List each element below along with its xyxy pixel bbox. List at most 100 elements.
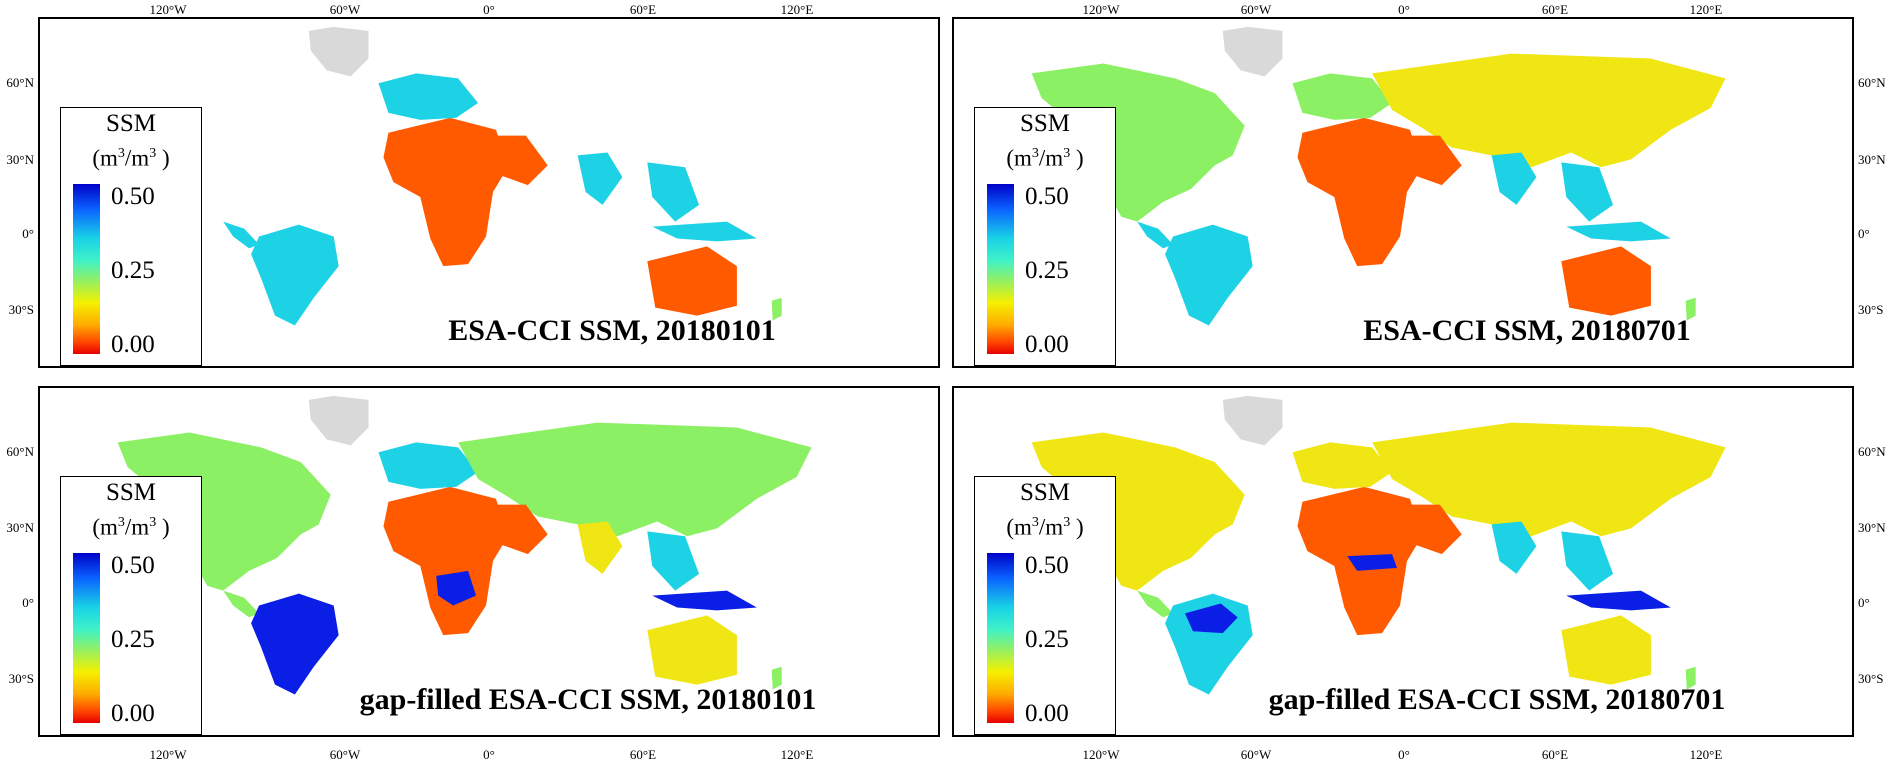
- tick-top-right-120e: 120°E: [1689, 2, 1723, 17]
- tick-bottom-right-60w: 60°W: [1240, 747, 1272, 762]
- legend-min-label: 0.00: [111, 331, 155, 358]
- tick-bottom-right-0: 0°: [1398, 747, 1410, 762]
- landmass-north-america: [1031, 63, 1245, 222]
- landmass-arabia: [1403, 135, 1462, 186]
- tick-left-bottom-30n: 30°N: [6, 520, 34, 535]
- tick-right-bottom-60n: 60°N: [1858, 444, 1886, 459]
- sahel-wet-band: [1347, 554, 1398, 571]
- legend-mid-label: 0.25: [1025, 257, 1069, 284]
- landmass-greenland: [1222, 395, 1283, 446]
- legend-unit: (m3/m3 ): [92, 145, 170, 171]
- landmass-africa: [383, 117, 508, 267]
- legend-unit: (m3/m3 ): [92, 514, 170, 540]
- landmass-africa: [1297, 117, 1422, 267]
- landmass-europe: [378, 442, 479, 489]
- legend-mid-label: 0.25: [111, 626, 155, 653]
- soil-moisture-map: [1031, 395, 1726, 695]
- legend-title: SSM: [1019, 479, 1071, 506]
- tick-right-top-30n: 30°N: [1858, 152, 1886, 167]
- landmass-central-america: [1137, 590, 1174, 618]
- tick-bottom-right-120e: 120°E: [1689, 747, 1723, 762]
- landmass-central-america: [223, 221, 260, 249]
- map-panel-esa-cci-20180701: SSM (m3/m3 ) 0.50 0.25 0.00 ESA-CCI SSM,…: [952, 17, 1854, 368]
- landmass-greenland: [1222, 26, 1283, 77]
- colorbar-gradient: [987, 184, 1014, 354]
- panel-title: ESA-CCI SSM, 20180101: [448, 314, 776, 347]
- landmass-north-america: [1031, 432, 1245, 591]
- legend-max-label: 0.50: [111, 183, 155, 210]
- legend-title: SSM: [1019, 110, 1071, 137]
- map-panel-gap-filled-20180701: SSM (m3/m3 ) 0.50 0.25 0.00 gap-filled E…: [952, 386, 1854, 737]
- landmass-new-zealand: [1685, 297, 1696, 321]
- landmass-se-asia: [647, 531, 700, 591]
- landmass-europe: [378, 73, 479, 120]
- amazon-wet-core: [1184, 603, 1238, 634]
- colorbar-legend: SSM (m3/m3 ) 0.50 0.25 0.00: [974, 476, 1116, 735]
- landmass-australia: [1561, 246, 1651, 316]
- landmass-europe: [1292, 73, 1393, 120]
- legend-max-label: 0.50: [1025, 183, 1069, 210]
- colorbar-gradient: [73, 553, 100, 723]
- tick-top-right-120w: 120°W: [1082, 2, 1120, 17]
- tick-left-top-0: 0°: [22, 226, 34, 241]
- legend-mid-label: 0.25: [1025, 626, 1069, 653]
- legend-min-label: 0.00: [111, 700, 155, 727]
- landmass-south-america: [1165, 224, 1253, 326]
- tick-left-top-30s: 30°S: [8, 302, 34, 317]
- tick-top-60e: 60°E: [629, 2, 657, 17]
- tick-top-right-60e: 60°E: [1541, 2, 1569, 17]
- landmass-central-america: [1137, 221, 1174, 249]
- landmass-greenland: [308, 26, 369, 77]
- tick-left-top-60n: 60°N: [6, 75, 34, 90]
- panel-title: ESA-CCI SSM, 20180701: [1363, 314, 1691, 347]
- landmass-australia: [647, 615, 737, 685]
- tick-top-120w: 120°W: [149, 2, 187, 17]
- tick-left-bottom-0: 0°: [22, 595, 34, 610]
- landmass-indonesia: [652, 221, 757, 242]
- landmass-arabia: [489, 504, 548, 555]
- legend-unit: (m3/m3 ): [1006, 145, 1084, 171]
- colorbar-gradient: [987, 553, 1014, 723]
- landmass-australia: [1561, 615, 1651, 685]
- landmass-africa: [383, 486, 508, 636]
- colorbar-legend: SSM (m3/m3 ) 0.50 0.25 0.00: [60, 107, 202, 366]
- legend-min-label: 0.00: [1025, 331, 1069, 358]
- map-panel-esa-cci-20180101: SSM (m3/m3 ) 0.50 0.25 0.00 ESA-CCI SSM,…: [38, 17, 940, 368]
- map-panel-gap-filled-20180101: SSM (m3/m3 ) 0.50 0.25 0.00 gap-filled E…: [38, 386, 940, 737]
- landmass-north-america: [117, 432, 331, 591]
- landmass-asia: [1372, 53, 1726, 168]
- tick-left-bottom-30s: 30°S: [8, 671, 34, 686]
- landmass-asia: [1372, 422, 1726, 537]
- legend-unit: (m3/m3 ): [1006, 514, 1084, 540]
- tick-bottom-60w: 60°W: [329, 747, 361, 762]
- landmass-india: [577, 152, 623, 205]
- tick-left-bottom-60n: 60°N: [6, 444, 34, 459]
- tick-bottom-120w: 120°W: [149, 747, 187, 762]
- panel-title: gap-filled ESA-CCI SSM, 20180701: [1268, 683, 1726, 716]
- landmass-new-zealand: [771, 666, 782, 690]
- landmass-asia: [458, 422, 812, 537]
- tick-top-right-60w: 60°W: [1240, 2, 1272, 17]
- landmass-europe: [1292, 442, 1393, 489]
- tick-bottom-right-120w: 120°W: [1082, 747, 1120, 762]
- legend-mid-label: 0.25: [111, 257, 155, 284]
- amazon-wet-core: [268, 607, 327, 653]
- landmass-australia: [647, 246, 737, 316]
- tick-bottom-120e: 120°E: [780, 747, 814, 762]
- soil-moisture-map: [1031, 26, 1726, 326]
- legend-max-label: 0.50: [1025, 552, 1069, 579]
- tick-top-0: 0°: [483, 2, 495, 17]
- landmass-arabia: [1403, 504, 1462, 555]
- landmass-south-america: [251, 224, 339, 326]
- landmass-se-asia: [647, 162, 700, 222]
- landmass-central-america: [223, 590, 260, 618]
- tick-right-bottom-30n: 30°N: [1858, 520, 1886, 535]
- tick-bottom-right-60e: 60°E: [1541, 747, 1569, 762]
- colorbar-gradient: [73, 184, 100, 354]
- tick-bottom-60e: 60°E: [629, 747, 657, 762]
- landmass-greenland: [308, 395, 369, 446]
- landmass-new-zealand: [1685, 666, 1696, 690]
- congo-wet-core: [436, 570, 477, 606]
- landmass-india: [1491, 521, 1537, 574]
- legend-min-label: 0.00: [1025, 700, 1069, 727]
